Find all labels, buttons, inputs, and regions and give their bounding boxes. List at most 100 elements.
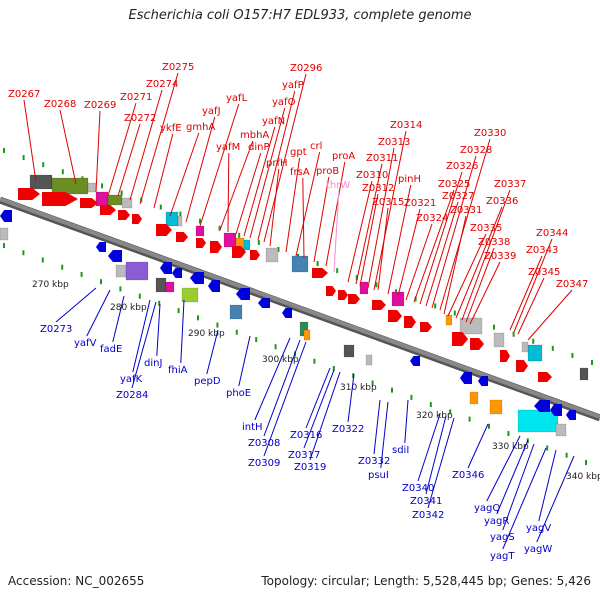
leader-line-z0316	[305, 367, 331, 429]
gene-block	[493, 332, 505, 348]
forward-gene-arrow	[326, 286, 336, 296]
forward-gene-arrow	[42, 192, 78, 206]
tick-mark-outer-forward	[316, 261, 319, 267]
leader-line-z0337	[461, 189, 511, 321]
gene-label-z0346: Z0346	[452, 470, 484, 481]
tick-mark-outer-reverse	[255, 337, 258, 343]
leader-line-yagv	[538, 449, 557, 522]
gene-label-z0315: Z0315	[372, 197, 404, 208]
tick-mark-outer-forward	[493, 324, 495, 330]
leader-line-z0328	[431, 155, 477, 309]
gene-label-z0312: Z0312	[362, 183, 394, 194]
tick-mark-outer-reverse	[565, 452, 568, 458]
reverse-gene-arrow	[160, 262, 172, 274]
tick-mark-outer-forward	[532, 338, 535, 344]
reverse-gene-arrow	[410, 356, 420, 366]
tick-mark-outer-reverse	[100, 279, 102, 285]
gene-label-z0316: Z0316	[290, 430, 322, 441]
gene-label-pepd: pepD	[194, 376, 221, 387]
forward-gene-arrow	[312, 268, 328, 278]
gene-block	[291, 255, 309, 273]
gene-label-z0343: Z0343	[526, 245, 558, 256]
gene-block	[121, 197, 133, 209]
gene-label-z0310: Z0310	[356, 170, 388, 181]
gene-label-z0332: Z0332	[358, 456, 390, 467]
leader-line-z0336	[455, 206, 503, 319]
gene-label-inth: intH	[242, 422, 263, 433]
gene-block	[359, 281, 369, 295]
leader-line-z0274	[129, 89, 163, 201]
gene-block	[555, 423, 567, 437]
tick-mark-outer-forward	[375, 282, 378, 288]
gene-label-z0309: Z0309	[248, 458, 280, 469]
leader-line-z0322	[347, 373, 355, 423]
gene-block	[229, 304, 243, 320]
leader-line-sdii	[404, 399, 409, 444]
gene-label-proa: proA	[332, 151, 355, 162]
gene-block	[195, 225, 205, 237]
gene-label-yafv: yafV	[74, 338, 97, 349]
scale-label-280-kbp: 280 kbp	[110, 303, 147, 313]
tick-mark-outer-forward	[277, 246, 280, 252]
gene-label-z0328: Z0328	[460, 145, 492, 156]
gene-label-prob: proB	[316, 166, 339, 177]
leader-line-z0275	[139, 72, 179, 205]
gene-block	[177, 215, 183, 227]
gene-label-z0319: Z0319	[294, 462, 326, 473]
tick-mark-outer-forward	[120, 190, 123, 196]
reverse-gene-arrow	[236, 288, 250, 300]
reverse-gene-arrow	[172, 268, 182, 278]
leader-line-prob	[313, 176, 330, 263]
topology-label: Topology: circular; Length: 5,528,445 bp…	[261, 574, 591, 588]
gene-block	[29, 174, 53, 190]
tick-mark-outer-reverse	[332, 365, 335, 371]
tick-mark-outer-forward	[179, 211, 182, 217]
tick-mark-outer-reverse	[546, 445, 549, 451]
reverse-gene-arrow	[0, 210, 12, 222]
reverse-gene-arrow	[460, 372, 472, 384]
tick-mark-outer-reverse	[41, 257, 44, 263]
tick-mark-outer-reverse	[80, 271, 83, 277]
gene-label-dinp: dinP	[248, 142, 270, 153]
leader-line-z0327	[425, 201, 459, 307]
gene-block	[0, 227, 9, 241]
leader-line-yafo	[249, 107, 286, 239]
gene-label-yagv: yagV	[526, 523, 551, 534]
tick-mark-outer-reverse	[410, 394, 413, 400]
tick-mark-outer-reverse	[177, 308, 180, 314]
leader-line-z0312	[359, 193, 379, 287]
leader-line-thrw	[333, 190, 340, 273]
tick-mark-outer-forward	[61, 169, 64, 175]
gene-label-z0347: Z0347	[556, 279, 588, 290]
gene-label-z0330: Z0330	[474, 128, 506, 139]
forward-gene-arrow	[420, 322, 432, 332]
gene-label-yagt: yagT	[490, 551, 515, 562]
leader-line-z0267	[23, 99, 37, 183]
forward-gene-arrow	[80, 198, 98, 208]
tick-mark-outer-reverse	[507, 431, 510, 437]
gene-label-z0313: Z0313	[378, 137, 410, 148]
gene-label-z0336: Z0336	[486, 196, 518, 207]
leader-line-z0332	[373, 399, 381, 455]
forward-gene-arrow	[388, 310, 402, 322]
gene-label-yagq: yagQ	[474, 503, 500, 514]
leader-line-z0272	[117, 123, 141, 197]
leader-line-z0321	[397, 208, 421, 297]
leader-line-z0335	[447, 233, 487, 317]
genome-backbone	[0, 197, 600, 419]
gene-label-z0331: Z0331	[450, 205, 482, 216]
tick-mark-outer-forward	[512, 331, 515, 337]
tick-mark-outer-forward	[257, 239, 260, 245]
gene-label-z0326: Z0326	[446, 161, 478, 172]
leader-line-z0314	[373, 130, 407, 291]
leader-line-dinp	[235, 152, 262, 235]
map-title: Escherichia coli O157:H7 EDL933, complet…	[128, 8, 472, 23]
leader-line-z0331	[443, 215, 467, 315]
forward-gene-arrow	[470, 338, 484, 350]
leader-line-gpt	[285, 157, 301, 253]
leader-line-proa	[325, 161, 346, 267]
leader-line-yafp	[257, 90, 296, 241]
gene-label-yagw: yagW	[524, 544, 552, 555]
gene-block	[115, 264, 127, 278]
scale-label-340-kbp: 340 kbp	[566, 472, 600, 482]
